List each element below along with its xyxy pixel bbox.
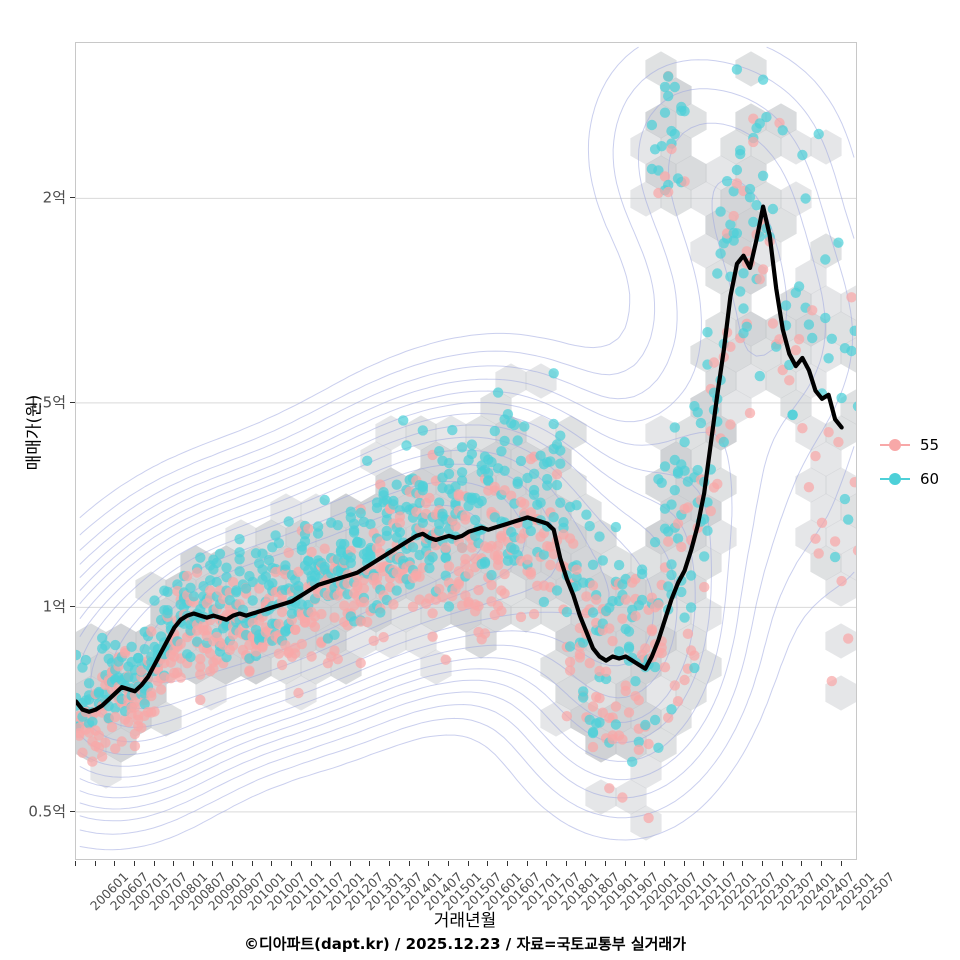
legend-dot-icon xyxy=(889,473,901,485)
legend-dot-icon xyxy=(889,439,901,451)
x-axis-tick-mark xyxy=(212,861,214,866)
x-axis-tick-mark xyxy=(565,861,567,866)
x-axis-tick-mark xyxy=(781,861,783,866)
median-line-layer xyxy=(76,204,844,714)
x-axis-tick-mark xyxy=(232,861,234,866)
x-axis-tick-mark xyxy=(192,861,194,866)
y-axis-tick-mark xyxy=(70,197,75,199)
x-axis-title: 거래년월 xyxy=(433,911,497,931)
y-axis: 0.5억 1억 1.5억 2억 xyxy=(0,0,75,960)
x-axis-tick-mark xyxy=(840,861,842,866)
y-axis-tick-mark xyxy=(70,401,75,403)
y-axis-tick-label: 2억 xyxy=(42,188,66,207)
x-axis-tick-mark xyxy=(742,861,744,866)
x-axis-tick-mark xyxy=(624,861,626,866)
legend-item-55[interactable]: 55 xyxy=(880,428,939,462)
plot-canvas xyxy=(76,46,856,851)
x-axis-tick-mark xyxy=(369,861,371,866)
x-axis-tick-mark xyxy=(703,861,705,866)
legend-key-icon xyxy=(880,469,910,489)
x-axis-tick-mark xyxy=(467,861,469,866)
y-axis-title: 매매가(원) xyxy=(24,394,45,471)
y-axis-tick-mark xyxy=(70,606,75,608)
x-axis-tick-mark xyxy=(526,861,528,866)
x-axis-tick-mark xyxy=(114,861,116,866)
x-axis-tick-mark xyxy=(722,861,724,866)
x-axis-tick-mark xyxy=(251,861,253,866)
x-axis-tick-mark xyxy=(408,861,410,866)
x-axis-tick-mark xyxy=(801,861,803,866)
y-axis-tick-label: 1.5억 xyxy=(28,393,66,412)
x-axis-tick-mark xyxy=(644,861,646,866)
x-axis-tick-mark xyxy=(428,861,430,866)
x-axis-tick-mark xyxy=(330,861,332,866)
x-axis-tick-mark xyxy=(389,861,391,866)
x-axis-tick-mark xyxy=(506,861,508,866)
x-axis-tick-mark xyxy=(762,861,764,866)
x-axis-tick-mark xyxy=(821,861,822,866)
y-axis-tick-label: 0.5억 xyxy=(28,802,66,821)
legend-item-label: 60 xyxy=(920,470,940,488)
x-axis-tick-mark xyxy=(290,861,292,866)
x-axis-tick-mark xyxy=(487,861,489,866)
x-axis-tick-mark xyxy=(349,861,351,866)
x-axis-tick-mark xyxy=(271,861,273,866)
legend-item-60[interactable]: 60 xyxy=(880,462,939,496)
x-axis-tick-mark xyxy=(310,861,312,866)
x-axis-tick-mark xyxy=(605,861,607,866)
x-axis-tick-mark xyxy=(546,861,548,866)
legend-item-label: 55 xyxy=(920,436,940,454)
x-axis-tick-mark xyxy=(133,861,135,866)
x-axis-tick-mark xyxy=(683,861,685,866)
x-axis-tick-mark xyxy=(173,861,175,866)
x-axis-tick-mark xyxy=(94,861,96,866)
plot-panel xyxy=(75,42,857,860)
x-axis-tick-mark xyxy=(585,861,587,866)
x-axis-tick-mark xyxy=(153,861,155,866)
scatter-layer xyxy=(76,64,856,824)
legend-key-icon xyxy=(880,435,910,455)
x-axis-tick-mark xyxy=(448,861,449,866)
x-axis-tick-mark xyxy=(75,861,76,866)
y-axis-tick-mark xyxy=(70,810,75,812)
x-axis-tick-mark xyxy=(663,861,665,866)
legend: 55 60 xyxy=(880,428,939,496)
y-axis-tick-label: 1억 xyxy=(42,597,66,616)
chart-caption: ©디아파트(dapt.kr) / 2025.12.23 / 자료=국토교통부 실… xyxy=(243,935,687,953)
